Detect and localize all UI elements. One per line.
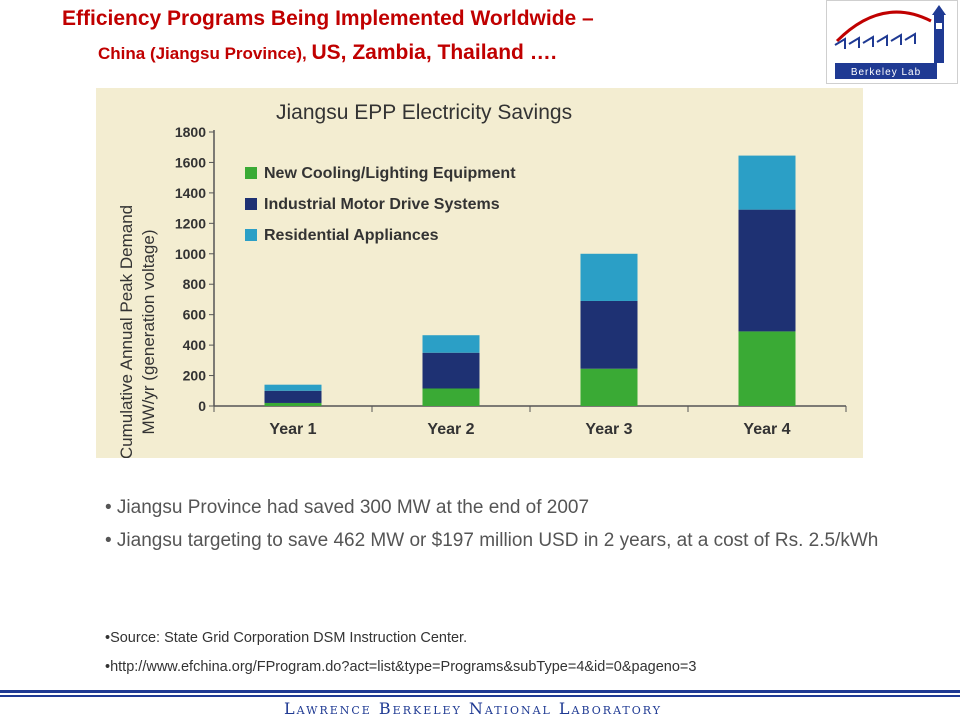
bullet-item: • Jiangsu Province had saved 300 MW at t… <box>105 497 590 518</box>
x-tick-label: Year 1 <box>269 421 316 438</box>
y-tick-label: 200 <box>183 368 207 384</box>
y-tick-label: 1400 <box>175 185 206 201</box>
legend-swatch <box>245 229 257 241</box>
plot-area: 0 200 400 600 800 1000 1200 1400 1600 1800 Year 1 Y… <box>175 124 847 438</box>
berkeley-lab-logo-graphic: Berkeley Lab <box>834 5 946 79</box>
legend-swatch <box>245 167 257 179</box>
source-list: •Source: State Grid Corporation DSM Inst… <box>105 628 925 686</box>
slide-title-china: China (Jiangsu Province), <box>98 44 312 63</box>
footer-text: Lawrence Berkeley National Laboratory <box>284 699 662 718</box>
stacked-bar-chart: Jiangsu EPP Electricity Savings Cumulati… <box>117 101 847 459</box>
y-tick-label: 400 <box>183 337 207 353</box>
footer-rule-top <box>0 690 960 693</box>
bar-segment <box>264 390 322 403</box>
slide-title-line1: Efficiency Programs Being Implemented Wo… <box>62 7 594 30</box>
legend-label: Industrial Motor Drive Systems <box>264 196 500 213</box>
source-link[interactable]: •http://www.efchina.org/FProgram.do?act=… <box>105 659 697 675</box>
x-tick-label: Year 4 <box>743 421 790 438</box>
bar-segment <box>422 352 480 389</box>
bar-segment <box>580 253 638 301</box>
y-tick-label: 1600 <box>175 154 206 170</box>
bullet-item: • Jiangsu targeting to save 462 MW or $1… <box>105 530 879 551</box>
chart-title: Jiangsu EPP Electricity Savings <box>276 101 572 124</box>
slide-title-line2: China (Jiangsu Province), US, Zambia, Th… <box>98 40 798 67</box>
y-tick-label: 800 <box>183 276 207 292</box>
legend-swatch <box>245 198 257 210</box>
y-axis-label-line1: Cumulative Annual Peak Demand <box>117 205 136 458</box>
y-axis-label-line2: MW/yr (generation voltage) <box>139 229 158 434</box>
y-tick-label: 1200 <box>175 215 206 231</box>
footer-rule-bottom <box>0 695 960 697</box>
bar-segment <box>422 335 480 353</box>
source-text: •Source: State Grid Corporation DSM Inst… <box>105 630 468 646</box>
y-tick-label: 600 <box>183 307 207 323</box>
footer-banner: Lawrence Berkeley National Laboratory <box>186 697 760 720</box>
bar-segment <box>264 402 322 406</box>
bar-segment <box>738 331 796 406</box>
chart-panel: Jiangsu EPP Electricity Savings Cumulati… <box>96 88 863 459</box>
bar-segment <box>738 155 796 210</box>
x-tick-label: Year 2 <box>427 421 474 438</box>
x-tick-label: Year 3 <box>585 421 632 438</box>
slide-title-countries: US, Zambia, Thailand …. <box>311 41 557 64</box>
bar-segment <box>422 388 480 406</box>
y-tick-label: 1800 <box>175 124 206 140</box>
y-tick-label: 0 <box>198 398 206 414</box>
bar-segment <box>580 368 638 406</box>
y-tick-label: 1000 <box>175 246 206 262</box>
bar-segment <box>580 300 638 369</box>
logo-text: Berkeley Lab <box>851 67 921 78</box>
bullet-list: • Jiangsu Province had saved 300 MW at t… <box>105 496 895 562</box>
legend-label: New Cooling/Lighting Equipment <box>264 165 516 182</box>
berkeley-lab-logo: Berkeley Lab <box>826 0 958 84</box>
legend-label: Residential Appliances <box>264 227 439 244</box>
bar-segment <box>264 384 322 391</box>
bar-segment <box>738 209 796 332</box>
